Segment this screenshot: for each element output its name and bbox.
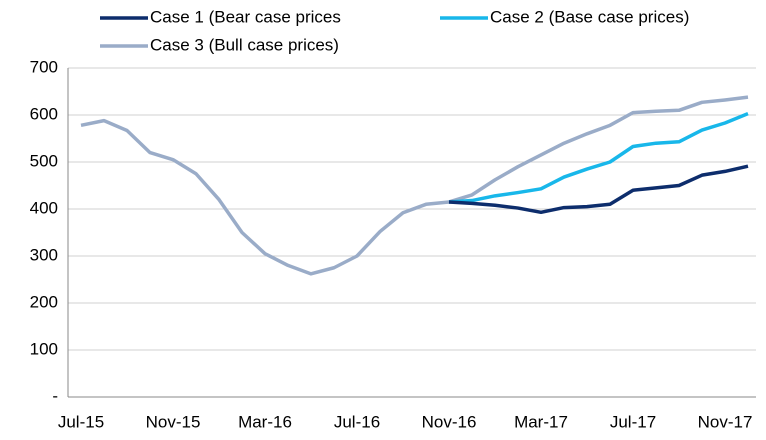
y-tick-label: 700: [30, 57, 58, 76]
x-tick-label: Jul-15: [58, 412, 104, 431]
x-tick-label: Jul-16: [334, 412, 380, 431]
legend-label: Case 2 (Base case prices): [490, 7, 689, 26]
x-tick-label: Mar-16: [238, 412, 292, 431]
x-tick-label: Jul-17: [610, 412, 656, 431]
legend-label: Case 1 (Bear case prices: [150, 7, 341, 26]
y-tick-label: 600: [30, 104, 58, 123]
legend-label: Case 3 (Bull case prices): [150, 35, 339, 54]
series-line: [80, 95, 749, 276]
y-tick-label: 100: [30, 339, 58, 358]
y-tick-label: 300: [30, 245, 58, 264]
x-tick-label: Nov-16: [422, 412, 477, 431]
y-tick-label: 400: [30, 198, 58, 217]
y-tick-label: 500: [30, 151, 58, 170]
series-line: [448, 111, 749, 204]
x-tick-label: Mar-17: [514, 412, 568, 431]
series-line: [448, 164, 749, 215]
x-tick-label: Nov-15: [146, 412, 201, 431]
x-tick-label: Nov-17: [698, 412, 753, 431]
y-tick-label: 200: [30, 292, 58, 311]
y-tick-label: -: [52, 386, 58, 405]
